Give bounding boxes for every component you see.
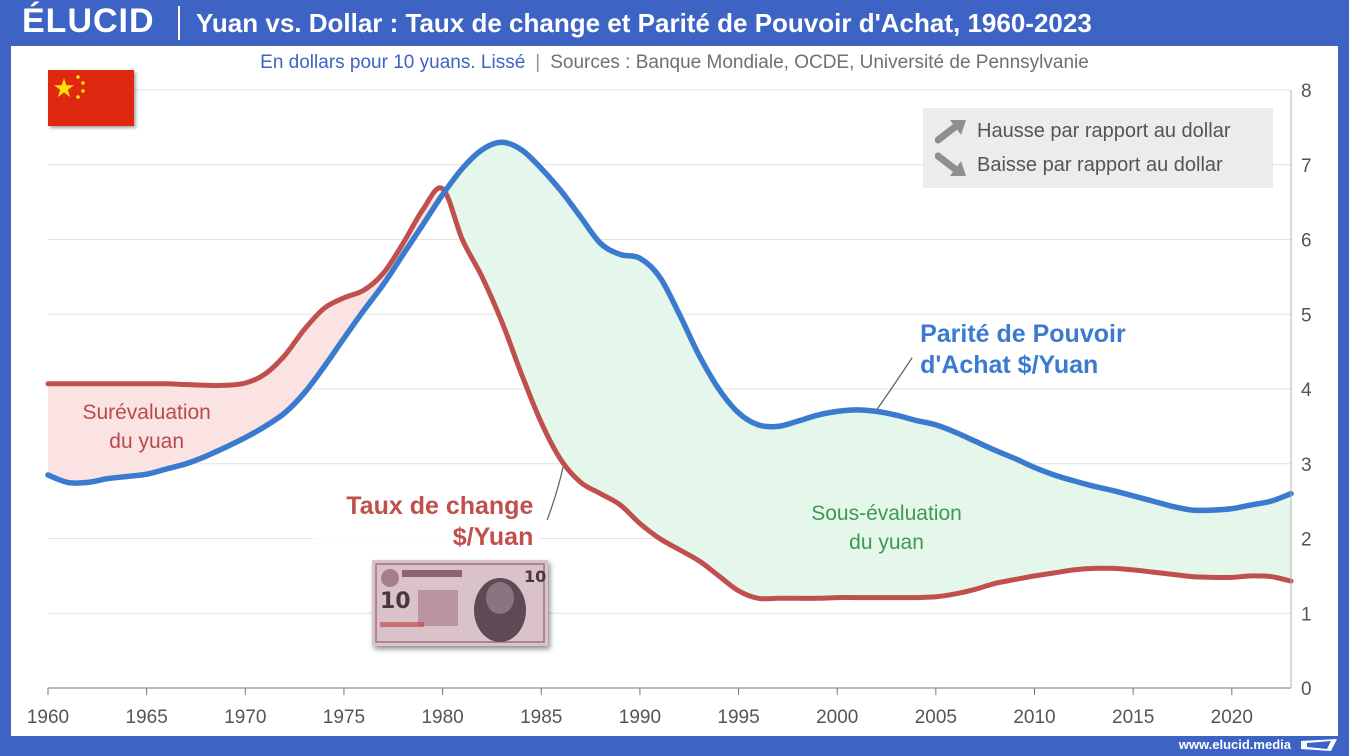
legend-item-down: Baisse par rapport au dollar [935, 150, 1223, 180]
exchange-label-bg [313, 489, 540, 552]
subtitle-unit: En dollars pour 10 yuans. Lissé [260, 52, 526, 73]
header-bar: ÉLUCID Yuan vs. Dollar : Taux de change … [0, 0, 1349, 46]
y-tick-label: 4 [1301, 380, 1312, 401]
x-tick-label: 2020 [1211, 707, 1253, 728]
x-tick-label: 1985 [520, 707, 562, 728]
overvaluation-area [48, 188, 445, 483]
x-tick-label: 1980 [421, 707, 463, 728]
exchange-series-label: Taux de change [346, 492, 533, 520]
yuan-banknote-image: 10 10 [372, 560, 548, 646]
legend-label-up: Hausse par rapport au dollar [977, 119, 1231, 142]
x-tick-label: 2000 [816, 707, 858, 728]
ppp-series-label: Parité de Pouvoir [920, 320, 1126, 348]
legend-label-down: Baisse par rapport au dollar [977, 153, 1223, 176]
arrow-down-right-icon [935, 152, 966, 176]
y-tick-label: 1 [1301, 604, 1312, 625]
footer-url: www.elucid.media [1178, 737, 1291, 752]
subtitle-sources: Sources : Banque Mondiale, OCDE, Univers… [550, 52, 1089, 73]
ppp-leader-line [876, 357, 913, 411]
footer-bar [0, 736, 1349, 756]
y-tick-label: 0 [1301, 679, 1312, 700]
x-tick-label: 2015 [1112, 707, 1154, 728]
ppp-line [45, 139, 1294, 514]
y-tick-label: 5 [1301, 305, 1312, 326]
x-tick-label: 1990 [619, 707, 661, 728]
ppp-label-bg [914, 317, 1155, 384]
exchange-series-label: $/Yuan [453, 523, 534, 551]
y-tick-label: 2 [1301, 530, 1312, 551]
exchange-leader-line [546, 467, 564, 521]
overvaluation-annotation: du yuan [109, 430, 184, 453]
logo-separator [178, 6, 180, 40]
x-tick-label: 2010 [1013, 707, 1055, 728]
undervaluation-annotation: Sous-évaluation [811, 502, 962, 525]
x-tick-label: 2005 [915, 707, 957, 728]
undervaluation-annotation: du yuan [849, 531, 924, 554]
chart-title: Yuan vs. Dollar : Taux de change et Pari… [196, 8, 1092, 38]
legend-item-up: Hausse par rapport au dollar [935, 116, 1230, 146]
overvaluation-annotation: Surévaluation [82, 401, 210, 424]
subtitle-separator: | [535, 52, 541, 73]
x-tick-label: 1965 [126, 707, 168, 728]
arrow-up-right-icon [935, 120, 966, 144]
footer-arrow-icon [1301, 739, 1337, 751]
y-tick-label: 7 [1301, 156, 1312, 177]
x-tick-label: 1975 [323, 707, 365, 728]
chart-subtitle: En dollars pour 10 yuans. Lissé | Sources … [0, 52, 1349, 74]
svg-text:10: 10 [380, 589, 411, 614]
china-flag-icon [48, 70, 134, 126]
x-tick-label: 1995 [717, 707, 759, 728]
ppp-series-label: d'Achat $/Yuan [920, 351, 1098, 379]
legend: Hausse par rapport au dollar Baisse par … [923, 108, 1273, 188]
y-tick-label: 8 [1301, 81, 1312, 102]
x-tick-label: 1970 [224, 707, 266, 728]
x-tick-label: 1960 [27, 707, 69, 728]
y-tick-label: 6 [1301, 231, 1312, 252]
svg-text:10: 10 [524, 567, 546, 586]
elucid-logo: ÉLUCID [22, 2, 155, 40]
exchange-rate-line [45, 185, 1294, 602]
y-tick-label: 3 [1301, 455, 1312, 476]
